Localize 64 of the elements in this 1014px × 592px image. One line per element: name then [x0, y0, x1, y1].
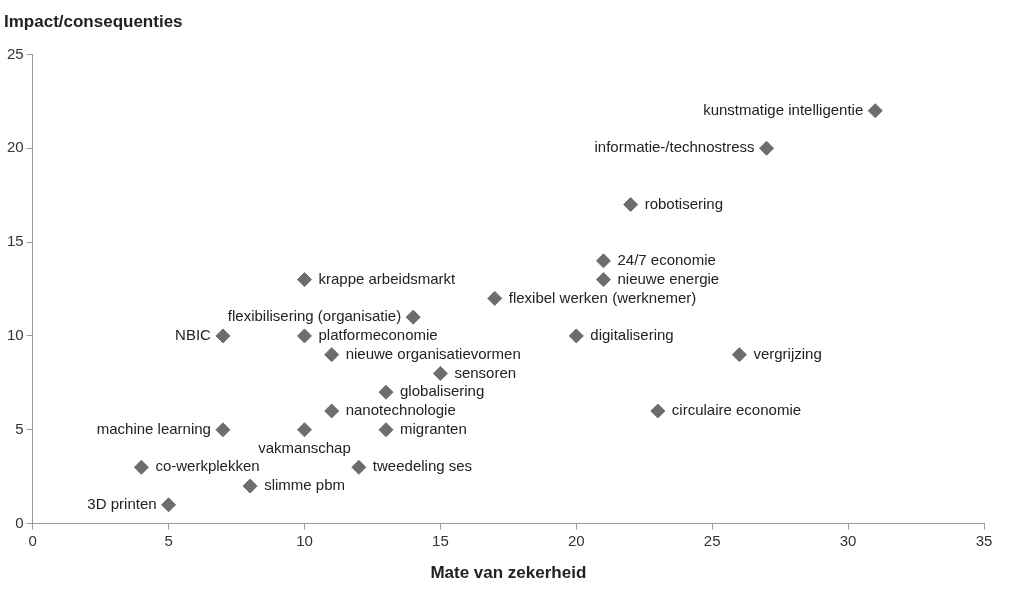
y-axis-title: Impact/consequenties	[4, 11, 183, 31]
point	[623, 197, 639, 213]
annotation: circulaire economie	[671, 401, 802, 419]
point	[759, 140, 775, 156]
point	[378, 422, 394, 438]
point	[242, 478, 258, 494]
point	[378, 384, 394, 400]
y-tick-label: 25	[7, 44, 24, 62]
annotation: globalisering	[400, 382, 485, 400]
y-tick-label: 5	[15, 419, 24, 437]
point	[731, 347, 747, 363]
x-tick-label: 25	[703, 531, 721, 549]
point	[595, 272, 611, 288]
annotation: kunstmatige intelligentie	[703, 100, 864, 118]
y-tick-label: 0	[15, 513, 24, 531]
point	[296, 422, 312, 438]
annotation: 24/7 economie	[617, 250, 716, 268]
point	[351, 459, 367, 475]
x-tick-label: 15	[432, 531, 449, 549]
x-tick-label: 0	[28, 531, 37, 549]
annotation: vergrijzing	[753, 344, 822, 362]
point	[296, 328, 312, 344]
x-tick-label: 5	[164, 531, 173, 549]
point	[650, 403, 666, 419]
y-tick-label: 15	[7, 232, 24, 250]
annotation: krappe arbeidsmarkt	[318, 269, 457, 287]
point	[296, 272, 312, 288]
annotation: slimme pbm	[264, 476, 345, 494]
point	[405, 309, 421, 325]
annotation: nieuwe organisatievormen	[345, 344, 521, 362]
annotation: flexibel werken (werknemer)	[508, 288, 697, 306]
point	[324, 403, 340, 419]
x-tick-label: 20	[567, 531, 585, 549]
x-axis-title: Mate van zekerheid	[430, 563, 587, 583]
point	[215, 328, 231, 344]
point	[133, 459, 149, 475]
point	[568, 328, 584, 344]
point	[487, 290, 503, 306]
point	[867, 103, 883, 119]
annotation: NBIC	[175, 326, 212, 344]
annotation: migranten	[400, 419, 467, 437]
annotation: platformeconomie	[318, 326, 438, 344]
point	[324, 347, 340, 363]
annotation: machine learning	[96, 419, 211, 437]
x-tick-label: 35	[975, 531, 993, 549]
y-tick-label: 10	[7, 326, 24, 344]
annotation: tweedeling ses	[372, 457, 473, 475]
annotation: flexibilisering (organisatie)	[227, 307, 402, 325]
point	[161, 497, 177, 513]
point	[595, 253, 611, 269]
x-tick-label: 30	[839, 531, 857, 549]
annotation: informatie-/technostress	[594, 138, 755, 156]
annotation: digitalisering	[590, 326, 674, 344]
point	[432, 365, 448, 381]
annotation: 3D printen	[87, 494, 157, 512]
annotation: nieuwe energie	[617, 269, 720, 287]
annotation: vakmanschap	[258, 438, 351, 456]
annotation: robotisering	[644, 194, 724, 212]
x-tick-label: 10	[296, 531, 313, 549]
annotation: sensoren	[454, 363, 517, 381]
y-tick-label: 20	[7, 138, 24, 156]
annotation: nanotechnologie	[345, 401, 456, 419]
point	[215, 422, 231, 438]
annotation: co-werkplekken	[155, 457, 260, 475]
